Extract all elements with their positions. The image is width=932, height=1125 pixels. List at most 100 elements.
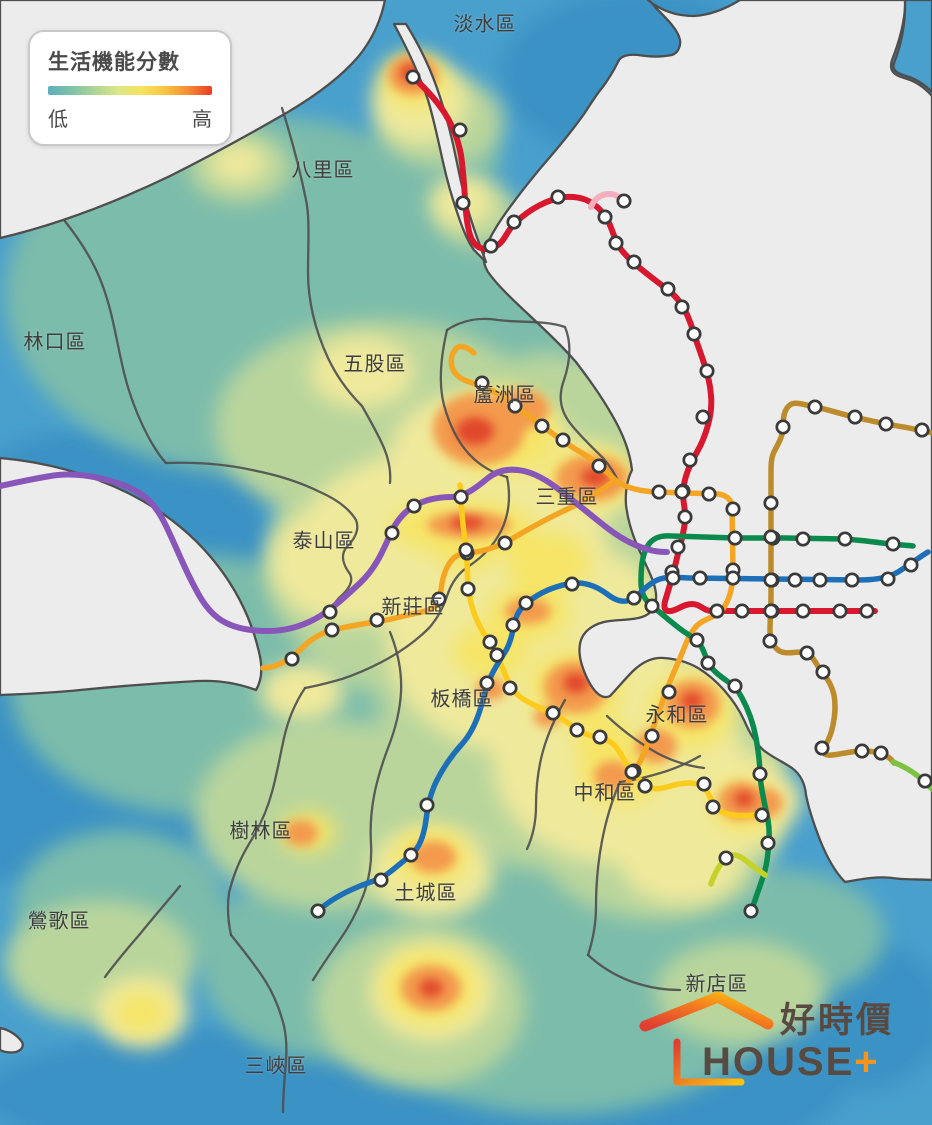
legend-title: 生活機能分數	[48, 51, 180, 74]
metro-station	[727, 530, 743, 546]
legend-high-label: 高	[192, 109, 212, 131]
metro-station	[670, 539, 686, 555]
metro-station	[743, 903, 759, 919]
metro-station	[324, 622, 340, 638]
metro-station	[482, 634, 498, 650]
metro-station	[885, 536, 901, 552]
metro-station	[545, 705, 561, 721]
metro-station	[699, 363, 715, 379]
metro-station	[534, 418, 550, 434]
metro-station	[489, 647, 505, 663]
metro-station	[644, 598, 660, 614]
metro-station	[763, 572, 779, 588]
metro-station	[695, 409, 711, 425]
metro-station	[859, 603, 875, 619]
metro-station	[507, 398, 523, 414]
metro-station	[479, 675, 495, 691]
metro-station	[847, 409, 863, 425]
metro-station	[403, 847, 419, 863]
legend-low-label: 低	[48, 109, 68, 131]
metro-station	[880, 571, 896, 587]
metro-station	[665, 570, 681, 586]
metro-station	[725, 570, 741, 586]
metro-station	[284, 651, 300, 667]
logo-latin-text: HOUSE+	[702, 1040, 880, 1084]
metro-station	[696, 776, 712, 792]
metro-station	[917, 773, 932, 789]
metro-station	[815, 664, 831, 680]
metro-station	[762, 633, 778, 649]
metro-station	[452, 122, 468, 138]
metro-station	[795, 531, 811, 547]
line-purple-airport	[0, 466, 670, 634]
metro-station	[754, 807, 770, 823]
metro-station	[914, 422, 930, 438]
metro-station	[814, 740, 830, 756]
metro-station	[550, 189, 566, 205]
metro-station	[787, 572, 803, 588]
metro-station	[502, 680, 518, 696]
metro-station	[686, 326, 702, 342]
metro-station	[903, 557, 919, 573]
metro-station	[406, 498, 422, 514]
metro-station	[419, 797, 435, 813]
metro-station	[795, 603, 811, 619]
taipei-city	[482, 0, 932, 884]
metro-station	[483, 238, 499, 254]
metro-station	[405, 69, 421, 85]
metro-station	[506, 214, 522, 230]
metro-station	[626, 254, 642, 270]
logo-roof-icon	[639, 991, 774, 1032]
metro-station	[651, 484, 667, 500]
legend-card: 生活機能分數 低 高	[28, 30, 232, 146]
metro-station	[752, 766, 768, 782]
metro-station	[455, 195, 471, 211]
metro-station	[369, 612, 385, 628]
metro-station	[458, 542, 474, 558]
metro-station	[692, 570, 708, 586]
metro-station	[674, 484, 690, 500]
metro-station	[661, 684, 677, 700]
metro-station	[555, 432, 571, 448]
metro-station	[608, 235, 624, 251]
metro-station	[453, 489, 469, 505]
metro-station	[384, 525, 400, 541]
metro-station	[310, 903, 326, 919]
line-orange-xinzhuang	[260, 477, 618, 671]
metro-station	[701, 486, 717, 502]
metro-station	[727, 678, 743, 694]
metro-station	[734, 603, 750, 619]
logo-cjk-text: 好時價	[779, 1001, 894, 1040]
metro-station	[763, 603, 779, 619]
metro-station	[812, 572, 828, 588]
metro-station	[700, 655, 716, 671]
metro-station	[709, 603, 725, 619]
metro-station	[718, 850, 734, 866]
metro-station	[837, 531, 853, 547]
metro-station	[689, 632, 705, 648]
metro-station	[844, 572, 860, 588]
line-ankeng-lrt	[708, 852, 768, 887]
metro-station	[799, 645, 815, 661]
metro-station	[763, 495, 779, 511]
logo-wall-icon	[673, 1038, 745, 1086]
notch-west	[0, 1026, 24, 1054]
metro-station	[644, 728, 660, 744]
metro-station	[682, 452, 698, 468]
metro-station	[705, 799, 721, 815]
metro-station	[637, 778, 653, 794]
line-orange-luzhou	[448, 343, 618, 483]
metro-station	[564, 576, 580, 592]
metro-station	[760, 835, 776, 851]
corner-northeast	[892, 0, 932, 94]
metro-station	[322, 604, 338, 620]
metro-station	[616, 193, 632, 209]
metro-station	[677, 509, 693, 525]
metro-station	[474, 375, 490, 391]
metro-station	[624, 764, 640, 780]
metro-station	[505, 617, 521, 633]
metro-station	[592, 729, 608, 745]
line-orange-main	[612, 477, 736, 786]
